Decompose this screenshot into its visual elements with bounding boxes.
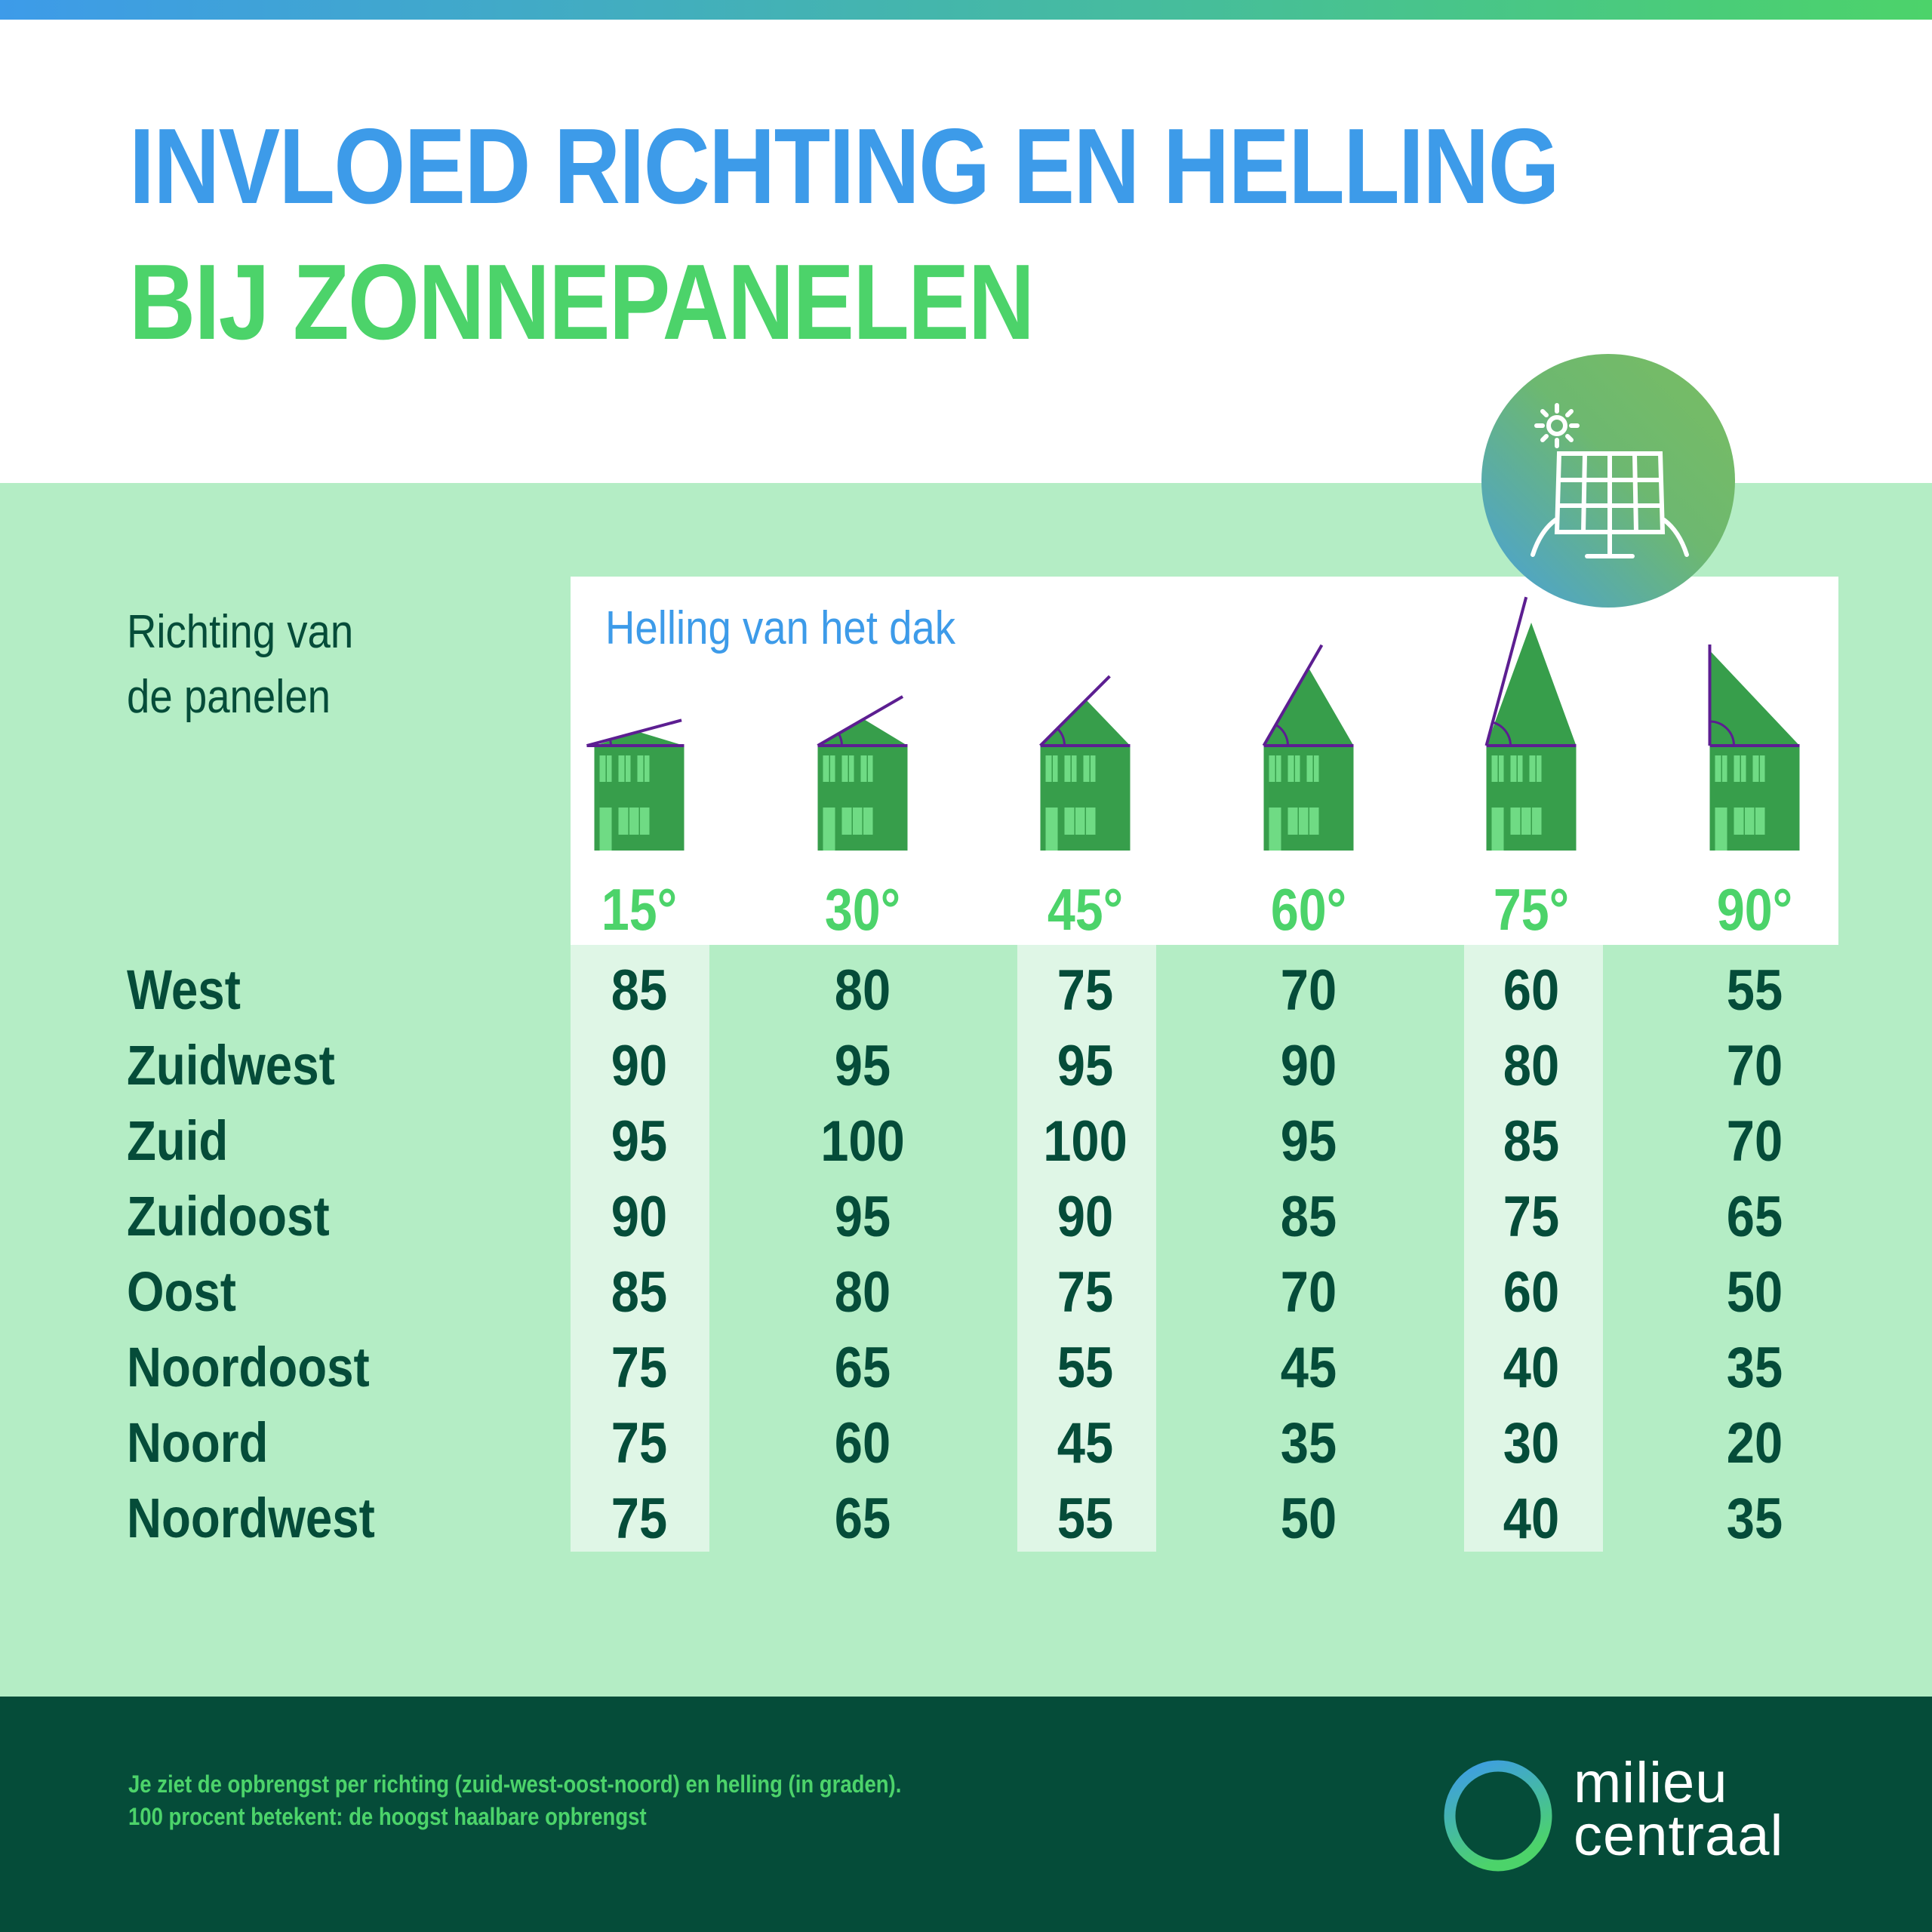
slope-label: 90° bbox=[1716, 876, 1793, 943]
row-header: Richting van de panelen bbox=[127, 600, 353, 730]
yield-cell: 95 bbox=[1280, 1109, 1337, 1174]
direction-label: Zuidwest bbox=[127, 1034, 335, 1097]
house-icon bbox=[586, 718, 685, 851]
yield-cell: 35 bbox=[1280, 1411, 1337, 1475]
yield-cell: 20 bbox=[1726, 1411, 1783, 1475]
yield-cell: 90 bbox=[611, 1034, 668, 1098]
yield-cell: 55 bbox=[1057, 1336, 1114, 1400]
yield-cell: 60 bbox=[834, 1411, 891, 1475]
house-icon bbox=[1708, 645, 1800, 851]
direction-label: Noord bbox=[127, 1411, 269, 1474]
top-gradient-bar bbox=[0, 0, 1932, 20]
yield-cell: 35 bbox=[1726, 1336, 1783, 1400]
footer bbox=[0, 1697, 1932, 1932]
footer-note-line-1: Je ziet de opbrengst per richting (zuid-… bbox=[128, 1770, 902, 1798]
yield-cell: 95 bbox=[834, 1034, 891, 1098]
yield-cell: 95 bbox=[611, 1109, 668, 1174]
logo-text-milieu: milieu bbox=[1574, 1751, 1728, 1815]
slope-label: 15° bbox=[601, 876, 678, 943]
yield-cell: 85 bbox=[611, 1260, 668, 1324]
yield-cell: 85 bbox=[611, 958, 668, 1023]
yield-cell: 50 bbox=[1726, 1260, 1783, 1324]
column-stripe bbox=[1017, 945, 1156, 1552]
column-header: Helling van het dak bbox=[605, 602, 956, 654]
yield-cell: 55 bbox=[1057, 1487, 1114, 1551]
title-line-1: INVLOED RICHTING EN HELLING bbox=[129, 106, 1560, 226]
row-header-line: Richting van bbox=[127, 606, 354, 658]
footer-note-line-2: 100 procent betekent: de hoogst haalbare… bbox=[128, 1803, 647, 1830]
yield-cell: 65 bbox=[1726, 1185, 1783, 1249]
yield-cell: 65 bbox=[834, 1336, 891, 1400]
yield-cell: 70 bbox=[1280, 958, 1337, 1023]
yield-cell: 70 bbox=[1726, 1109, 1783, 1174]
column-header-panel bbox=[571, 577, 1838, 945]
direction-label: Zuid bbox=[127, 1109, 229, 1172]
column-stripe bbox=[571, 945, 709, 1552]
yield-cell: 75 bbox=[1057, 958, 1114, 1023]
yield-cell: 40 bbox=[1503, 1487, 1560, 1551]
house-roof-illustrations bbox=[586, 596, 1800, 851]
yield-cell: 45 bbox=[1057, 1411, 1114, 1475]
yield-cell: 60 bbox=[1503, 958, 1560, 1023]
yield-cell: 55 bbox=[1726, 958, 1783, 1023]
column-stripe bbox=[1464, 945, 1603, 1552]
yield-cell: 90 bbox=[1280, 1034, 1337, 1098]
yield-cell: 75 bbox=[611, 1411, 668, 1475]
solar-panel-sun-icon bbox=[1531, 403, 1689, 558]
yield-cell: 65 bbox=[834, 1487, 891, 1551]
yield-cell: 85 bbox=[1280, 1185, 1337, 1249]
yield-cell: 40 bbox=[1503, 1336, 1560, 1400]
direction-label: West bbox=[127, 958, 241, 1021]
yield-cell: 75 bbox=[1503, 1185, 1560, 1249]
yield-cell: 50 bbox=[1280, 1487, 1337, 1551]
yield-cell: 75 bbox=[611, 1487, 668, 1551]
direction-label: Zuidoost bbox=[127, 1185, 330, 1247]
yield-cell: 60 bbox=[1503, 1260, 1560, 1324]
yield-cell: 95 bbox=[834, 1185, 891, 1249]
house-icon bbox=[817, 695, 908, 851]
solar-panel-badge bbox=[1481, 354, 1735, 608]
row-header-line: de panelen bbox=[127, 671, 331, 723]
slope-label: 60° bbox=[1270, 876, 1347, 943]
title-line-2: BIJ ZONNEPANELEN bbox=[129, 242, 1035, 362]
yield-cell: 30 bbox=[1503, 1411, 1560, 1475]
yield-cell: 95 bbox=[1057, 1034, 1114, 1098]
yield-cell: 100 bbox=[820, 1109, 905, 1174]
yield-cell: 75 bbox=[611, 1336, 668, 1400]
yield-cell: 70 bbox=[1726, 1034, 1783, 1098]
house-icon bbox=[1484, 596, 1577, 851]
ring-logo-icon bbox=[1444, 1760, 1552, 1872]
slope-label: 45° bbox=[1047, 876, 1124, 943]
direction-label: Noordwest bbox=[127, 1487, 375, 1549]
yield-cell: 80 bbox=[1503, 1034, 1560, 1098]
yield-cell: 75 bbox=[1057, 1260, 1114, 1324]
house-icon bbox=[1039, 675, 1131, 851]
yield-cell: 100 bbox=[1043, 1109, 1128, 1174]
yield-cell: 80 bbox=[834, 1260, 891, 1324]
direction-label: Oost bbox=[127, 1260, 236, 1323]
house-icon bbox=[1262, 644, 1354, 851]
slope-label: 75° bbox=[1493, 876, 1570, 943]
yield-cell: 80 bbox=[834, 958, 891, 1023]
slope-label: 30° bbox=[824, 876, 901, 943]
yield-cell: 85 bbox=[1503, 1109, 1560, 1174]
yield-cell: 90 bbox=[1057, 1185, 1114, 1249]
logo-text-centraal: centraal bbox=[1574, 1804, 1784, 1868]
yield-cell: 35 bbox=[1726, 1487, 1783, 1551]
direction-label: Noordoost bbox=[127, 1336, 370, 1398]
yield-cell: 45 bbox=[1280, 1336, 1337, 1400]
yield-cell: 70 bbox=[1280, 1260, 1337, 1324]
yield-cell: 90 bbox=[611, 1185, 668, 1249]
